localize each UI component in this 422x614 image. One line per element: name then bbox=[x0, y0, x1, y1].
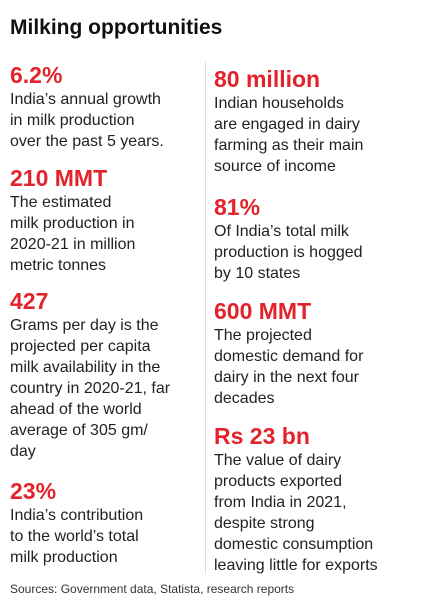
stat-description: from India in 2021, bbox=[214, 494, 347, 511]
stat-description: India’s contribution bbox=[10, 507, 144, 524]
stat-description: dairy in the next four bbox=[214, 369, 359, 386]
stat-description: production is hogged bbox=[214, 244, 363, 261]
stat-description: in milk production bbox=[10, 112, 135, 129]
stat-description: farming as their main bbox=[214, 137, 364, 154]
stat-figure: 427 bbox=[10, 288, 49, 314]
title: Milking opportunities bbox=[10, 16, 223, 39]
stat-description: products exported bbox=[214, 473, 343, 490]
column-divider bbox=[205, 62, 206, 574]
stat-description: leaving little for exports bbox=[214, 557, 378, 574]
stat-description: The estimated bbox=[10, 194, 112, 211]
stat-description: domestic demand for bbox=[214, 348, 364, 365]
stat-figure: 23% bbox=[10, 478, 57, 504]
stat-description: Of India’s total milk bbox=[214, 223, 349, 240]
stat-figure: Rs 23 bn bbox=[214, 423, 310, 449]
source: Sources: Government data, Statista, rese… bbox=[10, 582, 295, 596]
stat-description: decades bbox=[214, 390, 275, 407]
stat-description: average of 305 gm/ bbox=[10, 422, 148, 439]
stat-description: The projected bbox=[214, 327, 312, 344]
stat-description: domestic consumption bbox=[214, 536, 374, 553]
stat-description: The value of dairy bbox=[214, 452, 342, 469]
stat-description: Indian households bbox=[214, 95, 344, 112]
stat-description: projected per capita bbox=[10, 338, 151, 355]
stat-figure: 210 MMT bbox=[10, 165, 108, 191]
stat-description: country in 2020-21, far bbox=[10, 380, 171, 397]
stat-figure: 80 million bbox=[214, 66, 321, 92]
stat-description: India’s annual growth bbox=[10, 91, 161, 108]
stat-description: milk availability in the bbox=[10, 359, 161, 376]
stat-figure: 81% bbox=[214, 194, 261, 220]
stat-description: despite strong bbox=[214, 515, 315, 532]
stat-description: 2020-21 in million bbox=[10, 236, 136, 253]
stat-figure: 6.2% bbox=[10, 62, 63, 88]
stat-description: metric tonnes bbox=[10, 257, 107, 274]
stat-description: day bbox=[10, 443, 36, 460]
stat-description: milk production in bbox=[10, 215, 135, 232]
stat-description: to the world’s total bbox=[10, 528, 139, 545]
stat-description: are engaged in dairy bbox=[214, 116, 360, 133]
stat-description: milk production bbox=[10, 549, 118, 566]
stat-description: over the past 5 years. bbox=[10, 133, 164, 150]
stat-figure: 600 MMT bbox=[214, 298, 312, 324]
stat-description: Grams per day is the bbox=[10, 317, 159, 334]
stat-description: source of income bbox=[214, 158, 336, 175]
stat-description: by 10 states bbox=[214, 265, 301, 282]
stat-description: ahead of the world bbox=[10, 401, 142, 418]
